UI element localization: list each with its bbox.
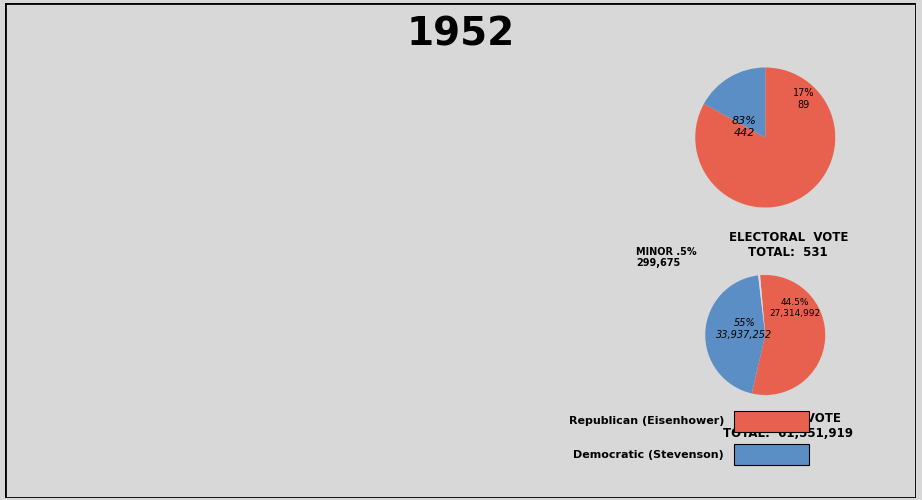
Text: 44.5%
27,314,992: 44.5% 27,314,992 <box>770 298 821 318</box>
Wedge shape <box>695 68 835 207</box>
Text: POPULAR  VOTE
TOTAL:  61,551,919: POPULAR VOTE TOTAL: 61,551,919 <box>724 412 853 440</box>
Wedge shape <box>758 275 765 335</box>
Text: Republican (Eisenhower): Republican (Eisenhower) <box>569 416 724 426</box>
Text: 83%
442: 83% 442 <box>732 116 757 138</box>
Text: MINOR .5%
299,675: MINOR .5% 299,675 <box>636 246 697 268</box>
Text: 55%
33,937,252: 55% 33,937,252 <box>716 318 773 340</box>
Wedge shape <box>751 275 825 395</box>
Text: ELECTORAL  VOTE
TOTAL:  531: ELECTORAL VOTE TOTAL: 531 <box>728 231 848 259</box>
Text: 17%
89: 17% 89 <box>793 88 814 110</box>
Text: 1952: 1952 <box>407 16 515 54</box>
Wedge shape <box>705 276 765 394</box>
FancyBboxPatch shape <box>734 444 810 465</box>
Wedge shape <box>703 68 765 138</box>
FancyBboxPatch shape <box>734 410 810 432</box>
Text: Democratic (Stevenson): Democratic (Stevenson) <box>573 450 724 460</box>
